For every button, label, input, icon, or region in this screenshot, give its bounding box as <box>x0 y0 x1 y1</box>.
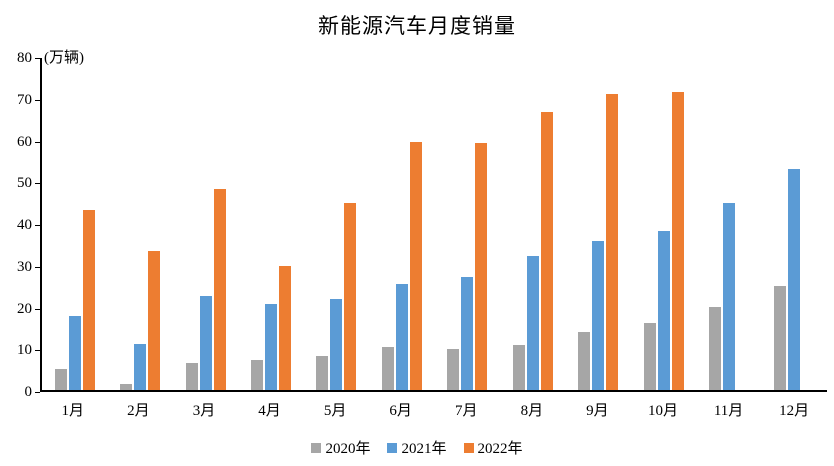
legend-item-2021年: 2021年 <box>387 437 447 458</box>
x-axis-label: 1月 <box>61 403 85 419</box>
y-axis-tick-mark <box>35 392 40 393</box>
x-axis-label: 2月 <box>127 403 150 419</box>
y-axis-tick-label: 50 <box>17 175 32 192</box>
bar-group-8月 <box>500 58 565 390</box>
bar-2021年 <box>461 276 474 390</box>
legend-label: 2020年 <box>325 441 371 457</box>
bar-2021年 <box>68 315 81 390</box>
bar-group-4月 <box>238 58 303 390</box>
bar-2021年 <box>395 283 408 390</box>
legend-item-2020年: 2020年 <box>311 437 370 458</box>
bar-group-2月 <box>107 58 172 390</box>
bar-2020年 <box>250 359 263 390</box>
bar-2021年 <box>134 344 147 390</box>
legend-swatch-2020年 <box>311 442 322 453</box>
bar-group-3月 <box>173 58 238 390</box>
bar-2020年 <box>316 355 329 390</box>
y-axis-tick-mark <box>35 183 40 185</box>
bar-2021年 <box>264 304 277 390</box>
bar-2020年 <box>447 349 460 390</box>
bar-2020年 <box>120 383 133 390</box>
bar-2020年 <box>381 346 394 390</box>
y-axis-tick-mark <box>35 141 40 143</box>
y-axis-tick-label: 70 <box>17 91 32 108</box>
y-axis-tick-mark <box>35 350 40 352</box>
bar-2020年 <box>708 306 721 390</box>
bar-group-6月 <box>369 58 434 390</box>
legend-label: 2022年 <box>477 441 523 457</box>
legend-swatch-2021年 <box>387 442 398 453</box>
bar-2022年 <box>475 142 488 390</box>
legend-item-2022年: 2022年 <box>463 437 523 458</box>
bar-2022年 <box>344 203 357 390</box>
x-axis-label: 10月 <box>647 403 678 419</box>
bar-group-7月 <box>435 58 500 390</box>
x-axis-label: 11月 <box>713 403 744 419</box>
x-axis-labels: 1月 2月 3月 4月 5月 6月 7月 8月 9月 10月 11月 12月 <box>40 399 827 420</box>
bar-2020年 <box>774 286 787 390</box>
bar-2022年 <box>278 266 291 390</box>
bar-2021年 <box>592 241 605 390</box>
y-axis-tick-mark <box>35 225 40 226</box>
bar-group-9月 <box>565 58 630 390</box>
y-axis-tick-label: 60 <box>17 133 32 150</box>
bar-2021年 <box>788 168 801 390</box>
legend-label: 2021年 <box>401 441 447 457</box>
y-axis-tick-mark <box>35 99 40 101</box>
x-axis-label: 7月 <box>455 403 478 419</box>
bar-2020年 <box>643 323 656 390</box>
bar-group-11月 <box>696 58 761 390</box>
x-axis-label: 4月 <box>258 403 281 419</box>
bar-group-5月 <box>304 58 369 390</box>
bar-2022年 <box>148 250 161 390</box>
x-axis-label: 8月 <box>520 403 544 419</box>
bar-2022年 <box>606 94 619 390</box>
bar-2020年 <box>578 332 591 390</box>
x-axis-label: 5月 <box>323 403 347 419</box>
y-axis-tick-label: 40 <box>17 217 32 233</box>
y-axis-tick-mark <box>35 58 40 59</box>
y-axis-tick-label: 30 <box>17 258 32 275</box>
legend: 2020年 2021年 2022年 <box>0 437 834 458</box>
bar-2021年 <box>657 230 670 390</box>
y-axis-unit-label: (万辆) <box>44 50 84 66</box>
bar-2022年 <box>82 210 95 390</box>
x-axis-label: 9月 <box>586 403 609 419</box>
bar-2022年 <box>213 189 226 390</box>
y-axis-tick-label: 80 <box>17 50 32 66</box>
bar-2022年 <box>671 92 684 390</box>
bar-2020年 <box>512 344 525 390</box>
y-axis-tick-mark <box>35 308 40 310</box>
bar-2020年 <box>54 369 67 390</box>
x-axis-label: 12月 <box>779 403 810 419</box>
x-axis-label: 6月 <box>389 403 412 419</box>
bar-2021年 <box>526 256 539 390</box>
chart-title: 新能源汽车月度销量 <box>318 14 516 38</box>
y-axis-tick-label: 0 <box>24 384 33 400</box>
legend-swatch-2022年 <box>463 442 474 453</box>
bar-group-1月 <box>42 58 107 390</box>
y-axis-tick-mark <box>35 266 40 268</box>
bar-2022年 <box>540 112 553 390</box>
bar-2022年 <box>409 141 422 390</box>
bar-group-12月 <box>762 58 827 390</box>
bar-2021年 <box>199 296 212 390</box>
y-axis-tick-label: 10 <box>17 342 32 359</box>
y-axis-tick-label: 20 <box>17 300 32 317</box>
bar-2020年 <box>185 362 198 390</box>
plot-area <box>40 58 827 392</box>
bar-2021年 <box>330 299 343 390</box>
bar-2021年 <box>722 202 735 390</box>
bar-group-10月 <box>631 58 696 390</box>
x-axis-label: 3月 <box>192 403 216 419</box>
